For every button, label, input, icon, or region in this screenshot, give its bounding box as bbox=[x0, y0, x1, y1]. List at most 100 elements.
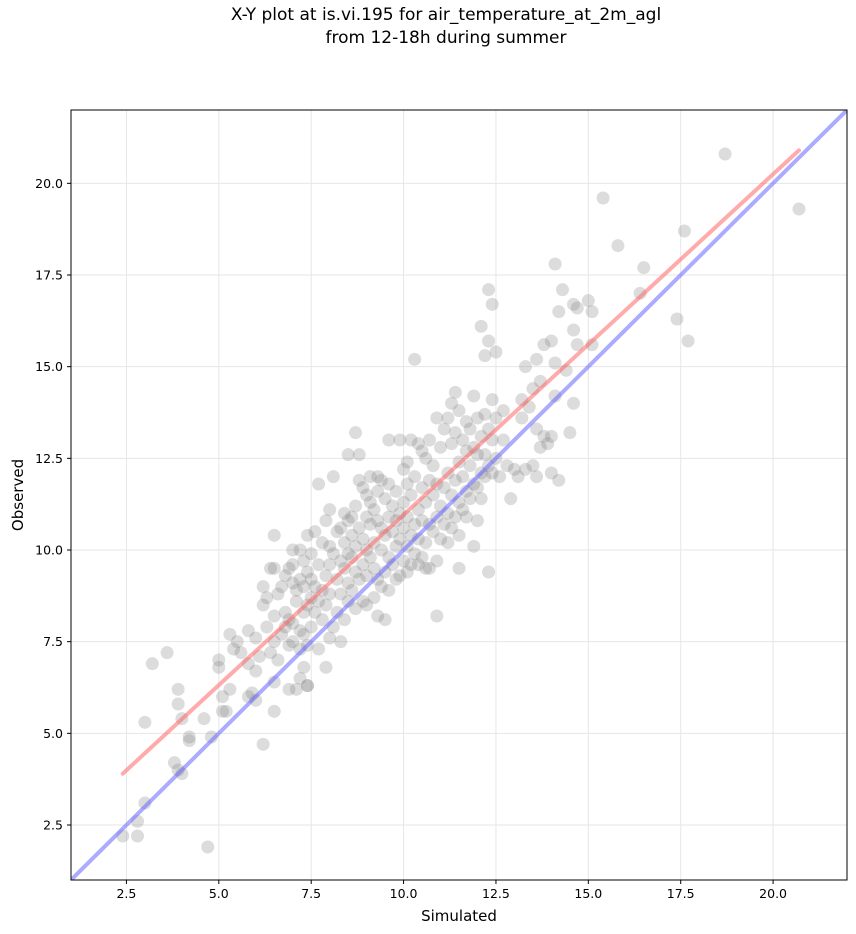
data-point bbox=[260, 620, 274, 634]
data-point bbox=[308, 525, 322, 539]
data-point bbox=[408, 547, 422, 561]
data-point bbox=[419, 536, 433, 550]
data-point bbox=[430, 609, 444, 623]
data-point bbox=[315, 536, 329, 550]
x-tick-label: 17.5 bbox=[667, 886, 695, 901]
data-point bbox=[382, 510, 396, 524]
data-point bbox=[363, 495, 377, 509]
data-point bbox=[216, 690, 230, 704]
data-point bbox=[341, 547, 355, 561]
data-point bbox=[256, 737, 270, 751]
data-point bbox=[470, 481, 484, 495]
data-point bbox=[489, 411, 503, 425]
data-point bbox=[548, 356, 562, 370]
data-point bbox=[519, 462, 533, 476]
data-point bbox=[315, 613, 329, 627]
data-point bbox=[470, 411, 484, 425]
data-point bbox=[408, 470, 422, 484]
data-point bbox=[323, 631, 337, 645]
data-point bbox=[485, 393, 499, 407]
data-point bbox=[227, 642, 241, 656]
data-point bbox=[371, 470, 385, 484]
data-point bbox=[319, 514, 333, 528]
data-point bbox=[530, 422, 544, 436]
data-point bbox=[445, 396, 459, 410]
data-point bbox=[426, 525, 440, 539]
data-point bbox=[230, 635, 244, 649]
y-tick-label: 10.0 bbox=[35, 543, 63, 558]
data-point bbox=[293, 572, 307, 586]
data-point bbox=[400, 565, 414, 579]
data-point bbox=[515, 411, 529, 425]
data-point bbox=[397, 462, 411, 476]
data-point bbox=[567, 396, 581, 410]
data-point bbox=[544, 334, 558, 348]
data-point bbox=[352, 448, 366, 462]
data-point bbox=[426, 459, 440, 473]
data-point bbox=[567, 297, 581, 311]
data-point bbox=[419, 561, 433, 575]
data-point bbox=[500, 459, 514, 473]
data-point bbox=[452, 528, 466, 542]
data-point bbox=[223, 627, 237, 641]
data-point bbox=[171, 697, 185, 711]
data-point bbox=[382, 477, 396, 491]
data-point bbox=[312, 477, 326, 491]
data-point bbox=[415, 550, 429, 564]
data-point bbox=[437, 517, 451, 531]
data-point bbox=[448, 510, 462, 524]
data-point bbox=[393, 433, 407, 447]
data-point bbox=[526, 459, 540, 473]
data-point bbox=[241, 624, 255, 638]
chart-title-line-2: from 12-18h during summer bbox=[325, 28, 567, 48]
data-point bbox=[533, 440, 547, 454]
data-point bbox=[552, 305, 566, 319]
data-point bbox=[356, 481, 370, 495]
data-point bbox=[249, 631, 263, 645]
data-point bbox=[411, 558, 425, 572]
y-tick-label: 7.5 bbox=[43, 634, 63, 649]
data-point bbox=[345, 528, 359, 542]
data-point bbox=[400, 477, 414, 491]
axis-ticks: 2.5 5.0 7.5 10.0 12.5 15.0 17.5 20.0 2.5 5.0 7.5 10… bbox=[35, 176, 787, 901]
data-point bbox=[430, 554, 444, 568]
data-point bbox=[448, 473, 462, 487]
data-point bbox=[282, 638, 296, 652]
data-point bbox=[345, 583, 359, 597]
data-point bbox=[507, 462, 521, 476]
data-point bbox=[289, 682, 303, 696]
data-point bbox=[504, 492, 518, 506]
data-point bbox=[548, 257, 562, 271]
data-point bbox=[544, 466, 558, 480]
regression-line bbox=[120, 148, 801, 776]
y-axis-label: Observed bbox=[9, 459, 27, 531]
data-point bbox=[323, 587, 337, 601]
data-point bbox=[352, 572, 366, 586]
data-point bbox=[681, 334, 695, 348]
data-point bbox=[356, 532, 370, 546]
data-point bbox=[197, 712, 211, 726]
plot-frame bbox=[70, 109, 848, 881]
data-point bbox=[482, 334, 496, 348]
data-point bbox=[445, 521, 459, 535]
data-point bbox=[323, 558, 337, 572]
data-point bbox=[286, 635, 300, 649]
data-point bbox=[319, 660, 333, 674]
data-point bbox=[256, 598, 270, 612]
data-point bbox=[312, 558, 326, 572]
data-point bbox=[445, 437, 459, 451]
data-point bbox=[404, 488, 418, 502]
data-point bbox=[304, 572, 318, 586]
data-point bbox=[397, 554, 411, 568]
y-tick-label: 15.0 bbox=[35, 359, 63, 374]
y-tick-label: 17.5 bbox=[35, 268, 63, 283]
data-point bbox=[422, 561, 436, 575]
data-point bbox=[216, 704, 230, 718]
data-point bbox=[282, 561, 296, 575]
data-point bbox=[467, 539, 481, 553]
chart-title: X-Y plot at is.vi.195 for air_temperatur… bbox=[0, 4, 856, 50]
data-point bbox=[434, 532, 448, 546]
data-point bbox=[367, 561, 381, 575]
data-point bbox=[378, 492, 392, 506]
y-tick-label: 5.0 bbox=[43, 726, 63, 741]
